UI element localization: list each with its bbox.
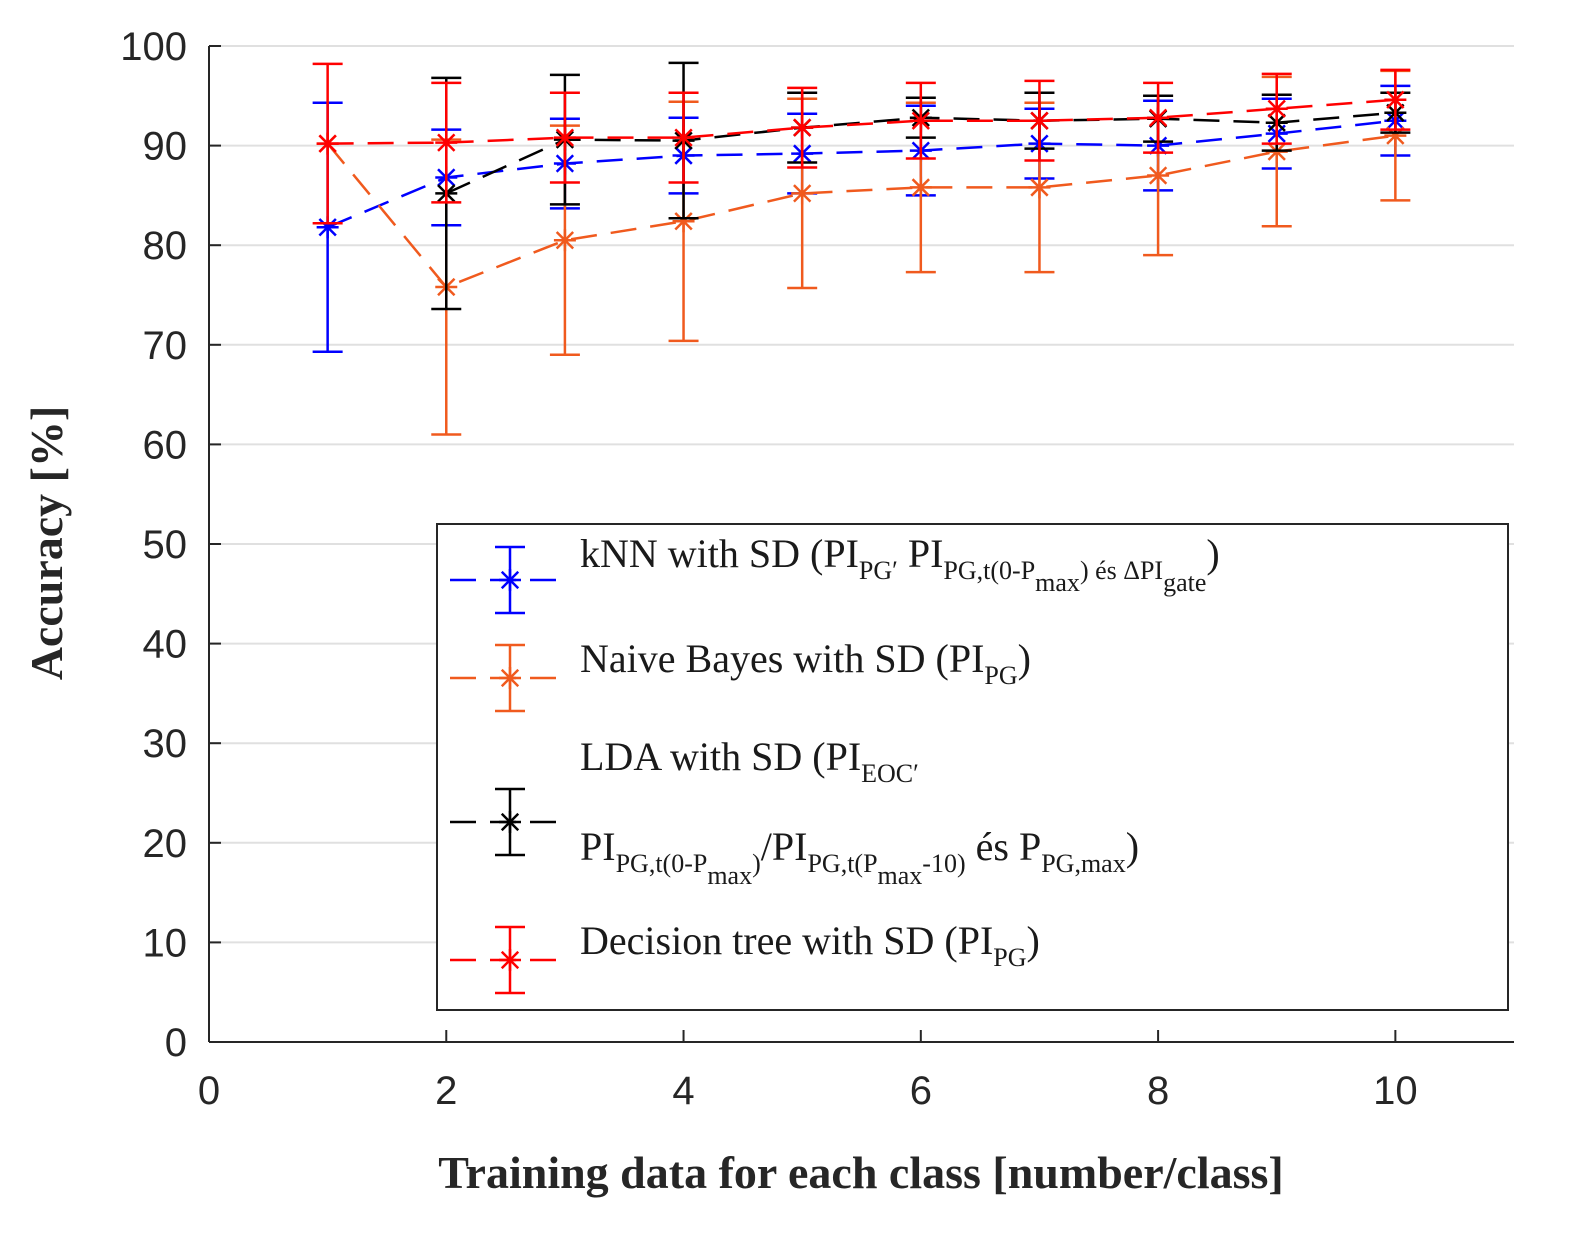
legend-box <box>436 523 1509 1011</box>
data-point <box>672 126 695 149</box>
x-tick-label: 2 <box>435 1069 457 1113</box>
y-tick-label: 30 <box>143 722 188 766</box>
data-point <box>909 176 932 199</box>
tick-labels: 0 10 20 30 40 50 60 70 80 90 100 0 2 4 6 8 10 <box>120 25 1417 1113</box>
x-tick-label: 4 <box>672 1069 694 1113</box>
data-point <box>316 132 339 155</box>
series-0 <box>312 84 1411 354</box>
series-line <box>326 134 1396 289</box>
y-tick-label: 50 <box>143 523 188 567</box>
legend-item-0: kNN with SD (PIPG′ PIPG,t(0-Pmax) és ΔPI… <box>450 531 1220 615</box>
series-line <box>327 119 1396 229</box>
y-tick-label: 0 <box>165 1021 187 1065</box>
y-tick-label: 100 <box>120 25 187 69</box>
series-line <box>327 98 1396 145</box>
x-tick-label: 0 <box>198 1069 220 1113</box>
x-tick-label: 8 <box>1147 1069 1169 1113</box>
series-group <box>312 61 1411 436</box>
legend-label: kNN with SD (PIPG′ PIPG,t(0-Pmax) és ΔPI… <box>580 531 1220 597</box>
axes <box>208 45 1514 1043</box>
data-point <box>1384 88 1407 111</box>
y-tick-label: 10 <box>143 921 188 965</box>
data-point <box>791 116 814 139</box>
data-point <box>1028 176 1051 199</box>
data-point <box>1028 109 1051 132</box>
legend-label-line2: PIPG,t(0-Pmax)/PIPG,t(Pmax-10) és PPG,ma… <box>580 824 1139 890</box>
legend-label: Decision tree with SD (PIPG) <box>580 918 1040 972</box>
legend-marker <box>499 949 521 971</box>
legend-item-3: Decision tree with SD (PIPG) <box>450 918 1040 995</box>
legend-label: Naive Bayes with SD (PIPG) <box>580 636 1031 690</box>
series-1 <box>316 69 1411 436</box>
x-axis-title: Training data for each class [number/cla… <box>438 1147 1283 1198</box>
y-tick-label: 20 <box>143 822 188 866</box>
x-tick-label: 6 <box>910 1069 932 1113</box>
legend: kNN with SD (PIPG′ PIPG,t(0-Pmax) és ΔPI… <box>436 523 1509 1011</box>
data-point <box>553 126 576 149</box>
series-3 <box>312 62 1411 225</box>
legend-label: LDA with SD (PIEOC′ <box>580 734 919 788</box>
data-point <box>672 210 695 233</box>
x-tick-label: 10 <box>1373 1069 1418 1113</box>
legend-marker <box>499 569 521 591</box>
data-point <box>791 182 814 205</box>
y-tick-label: 90 <box>143 125 188 169</box>
data-point <box>1265 97 1288 120</box>
legend-marker <box>499 811 521 833</box>
data-point <box>909 109 932 132</box>
data-point <box>435 131 458 154</box>
data-point <box>1147 106 1170 129</box>
data-point <box>1147 164 1170 187</box>
legend-item-2: LDA with SD (PIEOC′ PIPG,t(0-Pmax)/PIPG,t… <box>450 734 1139 890</box>
y-tick-label: 60 <box>143 423 188 467</box>
y-axis-title: Accuracy [%] <box>21 406 72 681</box>
data-point <box>553 229 576 252</box>
y-tick-label: 70 <box>143 324 188 368</box>
legend-marker <box>499 667 521 689</box>
legend-item-1: Naive Bayes with SD (PIPG) <box>450 636 1031 713</box>
y-tick-label: 80 <box>143 224 188 268</box>
y-tick-label: 40 <box>143 623 188 667</box>
